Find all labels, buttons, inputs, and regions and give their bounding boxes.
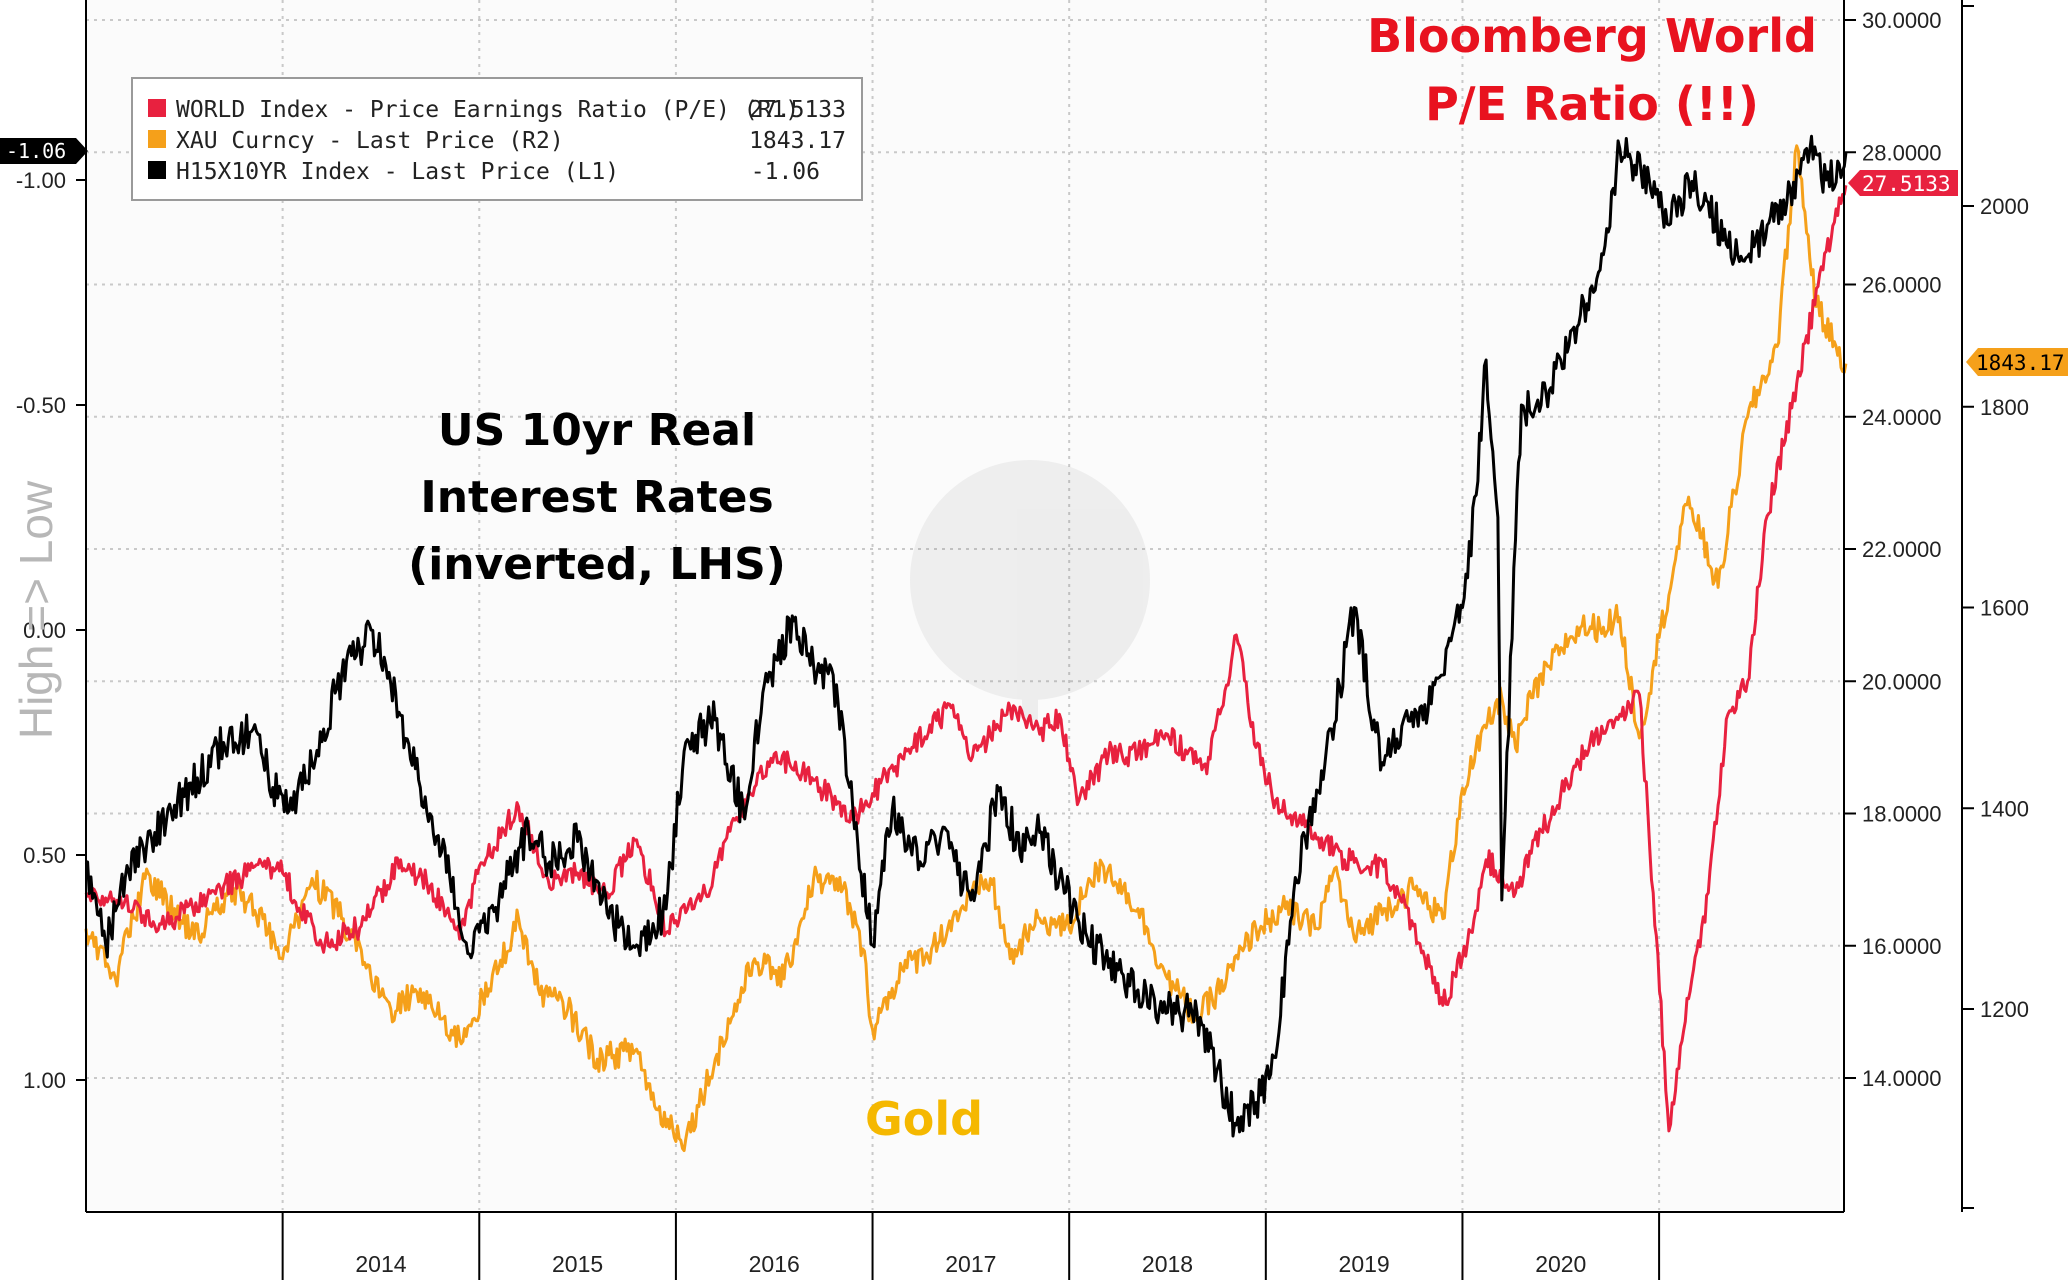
series-line-gold <box>84 144 1848 1153</box>
r1-tick-label: 14.0000 <box>1862 1066 1942 1091</box>
r1-tick-label: 28.0000 <box>1862 140 1942 165</box>
svg-text:WORLD Index - Price Earnings R: WORLD Index - Price Earnings Ratio (P/E)… <box>176 97 799 123</box>
annotation-gold: Gold <box>865 1092 983 1146</box>
r2-tick-label: 1400 <box>1980 796 2029 821</box>
r2-tick-label: 2000 <box>1980 194 2029 219</box>
svg-text:XAU Curncy - Last Price (R2): XAU Curncy - Last Price (R2) <box>176 128 564 154</box>
svg-text:(inverted, LHS): (inverted, LHS) <box>408 539 786 590</box>
y-axis-label: High => Low <box>10 480 62 739</box>
svg-text:P/E Ratio (!!): P/E Ratio (!!) <box>1425 77 1759 131</box>
series-line-real_rate <box>84 134 1848 1138</box>
r2-tick-label: 1800 <box>1980 395 2029 420</box>
r2-tick-label: 1200 <box>1980 997 2029 1022</box>
left-tick-label: 0.50 <box>23 843 66 868</box>
right-axis-r2-ticks: 2000 1800 1600 1400 1200 <box>1962 5 2029 1209</box>
svg-text:27.5133: 27.5133 <box>749 97 846 123</box>
r1-tick-label: 18.0000 <box>1862 802 1942 827</box>
x-tick-label: 2015 <box>552 1251 603 1277</box>
svg-text:27.5133: 27.5133 <box>1862 172 1951 196</box>
r1-tick-label: 22.0000 <box>1862 537 1942 562</box>
x-tick-label: 2019 <box>1339 1251 1390 1277</box>
legend: WORLD Index - Price Earnings Ratio (P/E)… <box>131 77 863 201</box>
svg-text:Interest Rates: Interest Rates <box>420 472 773 523</box>
svg-text:1843.17: 1843.17 <box>1976 351 2065 375</box>
svg-text:US 10yr Real: US 10yr Real <box>438 405 756 456</box>
legend-entry-real-rate: H15X10YR Index - Last Price (L1) -1.06 <box>148 159 820 185</box>
left-tick-label: -0.50 <box>16 393 66 418</box>
r1-tick-label: 30.0000 <box>1862 8 1942 33</box>
series-line-pe <box>84 185 1848 1133</box>
r1-tick-label: 20.0000 <box>1862 669 1942 694</box>
x-axis-ticks: 2014 2015 2016 2017 2018 2019 2020 <box>281 1212 1661 1280</box>
svg-text:-1.06: -1.06 <box>751 159 820 185</box>
left-tick-label: -1.00 <box>16 168 66 193</box>
r1-last-value-tag: 27.5133 <box>1848 170 1958 196</box>
legend-entry-pe: WORLD Index - Price Earnings Ratio (P/E)… <box>148 97 846 123</box>
annotation-pe: Bloomberg World P/E Ratio (!!) <box>1367 9 1817 131</box>
r2-tick-label: 1600 <box>1980 596 2029 621</box>
svg-text:1843.17: 1843.17 <box>749 128 846 154</box>
legend-swatch-real-rate <box>148 161 166 179</box>
svg-text:Bloomberg World: Bloomberg World <box>1367 9 1817 63</box>
left-axis-ticks: -1.00 -0.50 0.00 0.50 1.00 <box>16 168 86 1093</box>
x-tick-label: 2016 <box>749 1251 800 1277</box>
r1-tick-label: 16.0000 <box>1862 934 1942 959</box>
right-axis-r1-ticks: 30.0000 28.0000 26.0000 24.0000 22.0000 20.00… <box>1844 8 1942 1091</box>
svg-text:-1.06: -1.06 <box>6 139 66 163</box>
x-tick-label: 2020 <box>1535 1251 1586 1277</box>
x-tick-label: 2014 <box>355 1251 406 1277</box>
legend-entry-gold: XAU Curncy - Last Price (R2) 1843.17 <box>148 128 846 154</box>
legend-swatch-gold <box>148 130 166 148</box>
r1-tick-label: 26.0000 <box>1862 273 1942 298</box>
left-tick-label: 1.00 <box>23 1068 66 1093</box>
legend-swatch-pe <box>148 99 166 117</box>
left-last-value-tag: -1.06 <box>0 138 88 164</box>
watermark-tree-logo <box>910 460 1150 720</box>
x-tick-label: 2018 <box>1142 1251 1193 1277</box>
annotation-real-rates: US 10yr Real Interest Rates (inverted, L… <box>408 405 786 590</box>
left-tick-label: 0.00 <box>23 618 66 643</box>
r2-last-value-tag: 1843.17 <box>1966 348 2068 376</box>
x-tick-label: 2017 <box>945 1251 996 1277</box>
svg-text:H15X10YR Index - Last Price (L: H15X10YR Index - Last Price (L1) <box>176 159 619 185</box>
r1-tick-label: 24.0000 <box>1862 405 1942 430</box>
series-layer <box>84 134 1848 1153</box>
